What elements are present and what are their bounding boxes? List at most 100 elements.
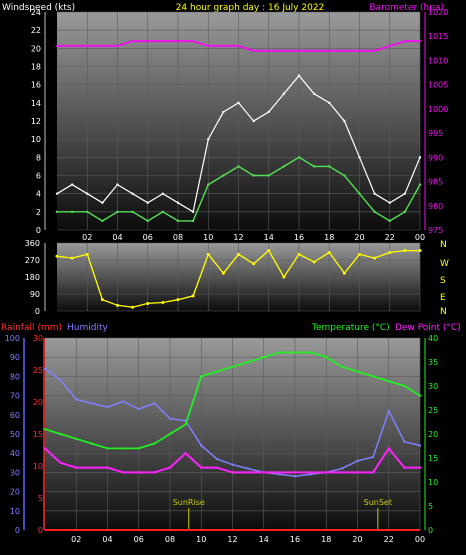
windspeed-tick-label: 10 — [31, 135, 41, 144]
humidity-point — [387, 409, 390, 413]
temperature-panel: 0102030405060708090100051015202530051015… — [5, 334, 438, 544]
direction-point — [116, 303, 119, 307]
temp-x-tick-label: 18 — [321, 535, 331, 544]
humidity-point — [137, 407, 140, 411]
barometer-tick-label: 1015 — [428, 32, 448, 41]
direction-point — [176, 298, 180, 302]
humidity-point — [215, 457, 219, 461]
average-wind-point — [267, 174, 270, 177]
average-wind-point — [237, 165, 240, 168]
temperature-point — [75, 437, 78, 440]
temp-x-tick-label: 22 — [384, 535, 394, 544]
humidity-tick-label: 70 — [10, 392, 20, 401]
windspeed-tick-label: 22 — [31, 26, 41, 35]
gust-point — [312, 92, 316, 95]
humidity-point — [43, 367, 47, 370]
temperature-point — [309, 351, 312, 354]
gust-point — [267, 110, 270, 114]
wind-x-tick-label: 04 — [112, 233, 122, 242]
temperature-point — [246, 360, 250, 364]
dewpoint-point — [90, 466, 94, 469]
temperature-point — [184, 423, 187, 426]
direction-point — [161, 301, 165, 304]
temperature-point — [121, 447, 125, 450]
temperature-point — [153, 442, 156, 445]
average-wind-point — [282, 165, 286, 168]
temperature-point — [168, 432, 172, 436]
barometer-point — [101, 44, 104, 47]
dewpoint-point — [246, 471, 250, 474]
humidity-tick-label: 10 — [10, 507, 20, 516]
gust-point — [191, 210, 195, 214]
gust-point — [373, 192, 376, 195]
average-wind-point — [343, 174, 346, 177]
wind-x-tick-label: 20 — [354, 233, 364, 242]
windspeed-tick-label: 24 — [31, 8, 41, 17]
rainfall-axis-label: Rainfall (mm) — [1, 323, 62, 333]
dewpoint-point — [75, 466, 78, 469]
windspeed-tick-label: 4 — [36, 190, 41, 199]
dewpoint-point — [418, 466, 422, 469]
barometer-tick-label: 975 — [428, 226, 443, 235]
direction-point — [403, 249, 407, 253]
barometer-tick-label: 1000 — [428, 105, 448, 114]
dewpoint-point — [387, 447, 390, 450]
dewpoint-point — [184, 452, 187, 455]
gust-point — [418, 156, 422, 159]
humidity-point — [75, 398, 78, 401]
rainfall-tick-label: 25 — [33, 366, 43, 375]
temperature-tick-label: 25 — [428, 406, 438, 415]
barometer-point — [419, 40, 421, 43]
gust-point — [222, 110, 225, 114]
barometer-point — [207, 44, 210, 47]
compass-n-top: N — [440, 240, 447, 250]
gust-point — [176, 201, 180, 204]
wind-x-tick-label: 18 — [324, 233, 334, 242]
temp-x-tick-label: 12 — [227, 535, 237, 544]
average-wind-point — [358, 192, 361, 195]
humidity-tick-label: 20 — [10, 488, 20, 497]
humidity-point — [278, 473, 281, 476]
average-wind-point — [222, 174, 225, 177]
average-wind-point — [418, 183, 422, 186]
temperature-point — [262, 356, 265, 359]
direction-point — [282, 275, 286, 279]
average-wind-point — [252, 174, 255, 177]
temperature-tick-label: 20 — [428, 430, 438, 439]
wind-x-tick-label: 14 — [264, 233, 274, 242]
gust-point — [328, 101, 331, 105]
dewpoint-point — [137, 471, 140, 474]
average-wind-point — [101, 219, 104, 223]
humidity-tick-label: 0 — [15, 526, 20, 535]
barometer-point — [192, 40, 195, 43]
average-wind-point — [116, 210, 119, 214]
dewpoint-point — [59, 461, 62, 464]
temperature-tick-label: 30 — [428, 382, 438, 391]
direction-point — [55, 254, 59, 258]
gust-point — [146, 201, 149, 204]
average-wind-point — [146, 219, 149, 223]
compass-s: S — [440, 276, 446, 286]
windspeed-tick-label: 14 — [31, 99, 41, 108]
dewpoint-point — [200, 466, 203, 469]
windspeed-tick-label: 16 — [31, 81, 41, 90]
direction-point — [221, 271, 225, 275]
dewpoint-point — [325, 471, 328, 474]
gust-point — [282, 92, 286, 95]
gust-point — [86, 192, 89, 195]
humidity-tick-label: 80 — [10, 372, 20, 381]
dewpoint-point — [106, 466, 109, 469]
barometer-point — [343, 49, 346, 52]
temperature-point — [90, 442, 94, 445]
compass-w: W — [440, 259, 449, 269]
dewpoint-point — [371, 471, 375, 474]
temperature-point — [137, 447, 140, 450]
barometer-point — [373, 49, 376, 52]
barometer-point — [403, 40, 406, 43]
humidity-tick-label: 90 — [10, 353, 20, 362]
barometer-point — [358, 49, 361, 52]
barometer-point — [298, 49, 300, 52]
humidity-point — [231, 463, 234, 466]
gust-point — [297, 74, 301, 77]
direction-tick-label: 180 — [25, 273, 40, 282]
